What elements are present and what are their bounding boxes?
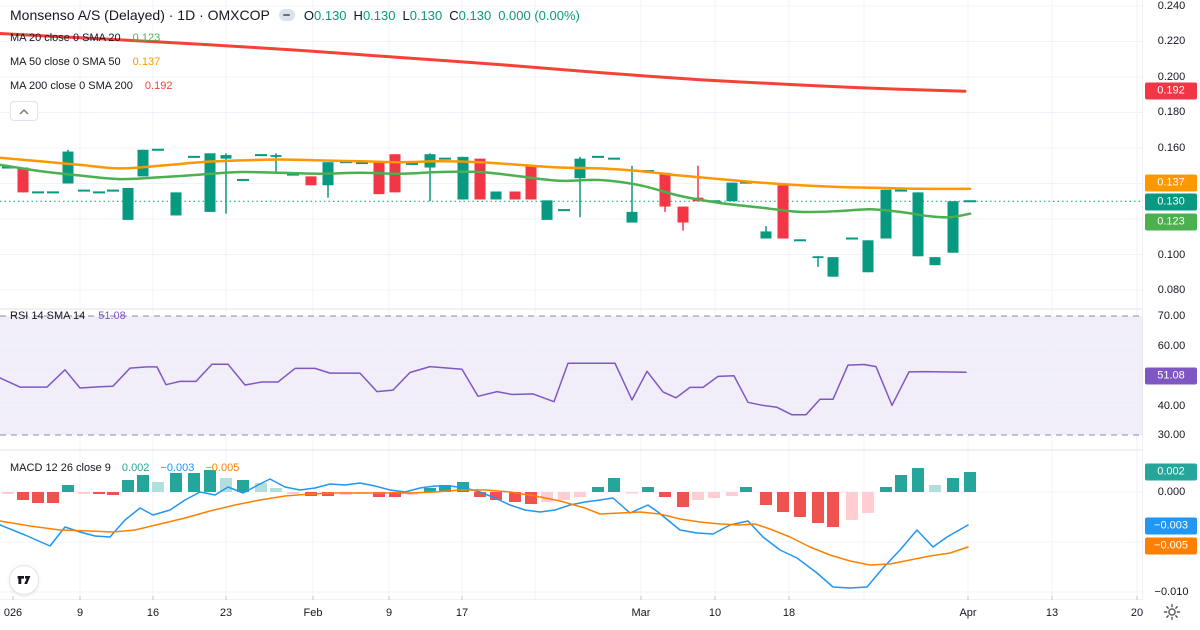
- ma200-legend-value: 0.192: [144, 80, 173, 92]
- time-axis-label: 23: [219, 607, 233, 619]
- price-axis-badge: 0.130: [1145, 193, 1197, 211]
- price-axis-label: 30.00: [1157, 429, 1186, 441]
- price-axis-label: −0.010: [1154, 586, 1189, 598]
- time-axis-label: 17: [455, 607, 469, 619]
- time-axis-label: Feb: [303, 607, 323, 619]
- price-axis-label: 0.000: [1157, 486, 1186, 498]
- chart-header: Monsenso A/S (Delayed) · 1D · OMXCOP O0.…: [10, 5, 580, 121]
- rsi-legend-value: 51.08: [98, 310, 126, 322]
- price-axis-badge: −0.003: [1145, 517, 1197, 535]
- change-value: 0.000 (0.00%): [498, 7, 580, 23]
- ma20-legend-label: MA 20 close 0 SMA 20: [10, 32, 121, 44]
- high-value: 0.130: [362, 7, 396, 23]
- price-axis-label: 40.00: [1157, 400, 1186, 412]
- price-axis-label: 0.240: [1157, 0, 1186, 12]
- tradingview-logo-icon: [17, 576, 31, 584]
- tradingview-logo[interactable]: [9, 565, 39, 595]
- ma200-legend-row[interactable]: MA 200 close 0 SMA 200 0.192: [10, 79, 172, 93]
- price-axis-badge: 0.002: [1145, 463, 1197, 481]
- rsi-indicator-legend[interactable]: RSI 14 SMA 14 51.08: [10, 309, 126, 324]
- price-axis-label: 60.00: [1157, 340, 1186, 352]
- price-axis-label: 70.00: [1157, 310, 1186, 322]
- open-label: O: [303, 7, 314, 23]
- time-axis[interactable]: 026 9 16 23 Feb 9 17 Mar 10 18 Apr 13 20: [0, 600, 1200, 630]
- macd-indicator-legend[interactable]: MACD 12 26 close 9 0.002 −0.003 −0.005: [10, 461, 239, 476]
- macd-hist-value: 0.002: [121, 462, 150, 474]
- low-label: L: [402, 7, 410, 23]
- price-axis-badge: 0.137: [1145, 174, 1197, 192]
- open-value: 0.130: [314, 7, 347, 23]
- price-axis-label: 0.200: [1157, 71, 1186, 83]
- price-axis-label: 0.080: [1157, 284, 1186, 296]
- price-axis-label: 0.220: [1157, 35, 1186, 47]
- price-axis-badge: 51.08: [1145, 367, 1197, 385]
- more-menu-icon[interactable]: [278, 9, 295, 21]
- ma50-legend-row[interactable]: MA 50 close 0 SMA 50 0.137: [10, 55, 160, 69]
- high-label: H: [353, 7, 363, 23]
- macd-legend-values: 0.002 −0.003 −0.005: [111, 462, 239, 474]
- ma50-legend-value: 0.137: [132, 56, 161, 68]
- ma50-legend-label: MA 50 close 0 SMA 50: [10, 56, 121, 68]
- close-value: 0.130: [458, 7, 492, 23]
- time-axis-label: 9: [76, 607, 84, 619]
- ma20-legend-row[interactable]: MA 20 close 0 SMA 20 0.123: [10, 31, 160, 45]
- collapse-legend-button[interactable]: [10, 101, 38, 121]
- close-label: C: [449, 7, 459, 23]
- time-axis-label: 18: [782, 607, 796, 619]
- time-axis-label: 20: [1130, 607, 1144, 619]
- time-axis-label: 13: [1045, 607, 1059, 619]
- time-axis-label: 9: [385, 607, 393, 619]
- macd-legend-label: MACD 12 26 close 9: [10, 462, 111, 474]
- ma20-legend-value: 0.123: [132, 32, 161, 44]
- time-axis-label: Mar: [631, 607, 651, 619]
- price-axis-label: 0.180: [1157, 106, 1186, 118]
- macd-line-value: −0.003: [160, 462, 195, 474]
- chevron-up-icon: [19, 108, 29, 114]
- symbol-title[interactable]: Monsenso A/S (Delayed) · 1D · OMXCOP: [10, 7, 270, 23]
- price-axis-label: 0.160: [1157, 142, 1186, 154]
- ohlc-values: O0.130 H0.130 L0.130 C0.130 0.000 (0.00%…: [304, 8, 580, 23]
- sun-icon: [1163, 603, 1181, 621]
- price-axis-label: 0.100: [1157, 249, 1186, 261]
- theme-settings-icon[interactable]: [1162, 602, 1182, 622]
- macd-signal-value: −0.005: [205, 462, 240, 474]
- rsi-legend-label: RSI 14 SMA 14: [10, 310, 86, 322]
- time-axis-label: 16: [146, 607, 160, 619]
- time-axis-label: Apr: [959, 607, 977, 619]
- price-axis-badge: −0.005: [1145, 537, 1197, 555]
- price-axis[interactable]: 0.240 0.220 0.200 0.180 0.160 0.100 0.080 70.00…: [1143, 0, 1200, 630]
- time-axis-label: 026: [3, 607, 23, 619]
- price-axis-badge: 0.123: [1145, 213, 1197, 231]
- low-value: 0.130: [409, 7, 443, 23]
- price-axis-badge: 0.192: [1145, 82, 1197, 100]
- time-axis-label: 10: [708, 607, 722, 619]
- ma200-legend-label: MA 200 close 0 SMA 200: [10, 80, 133, 92]
